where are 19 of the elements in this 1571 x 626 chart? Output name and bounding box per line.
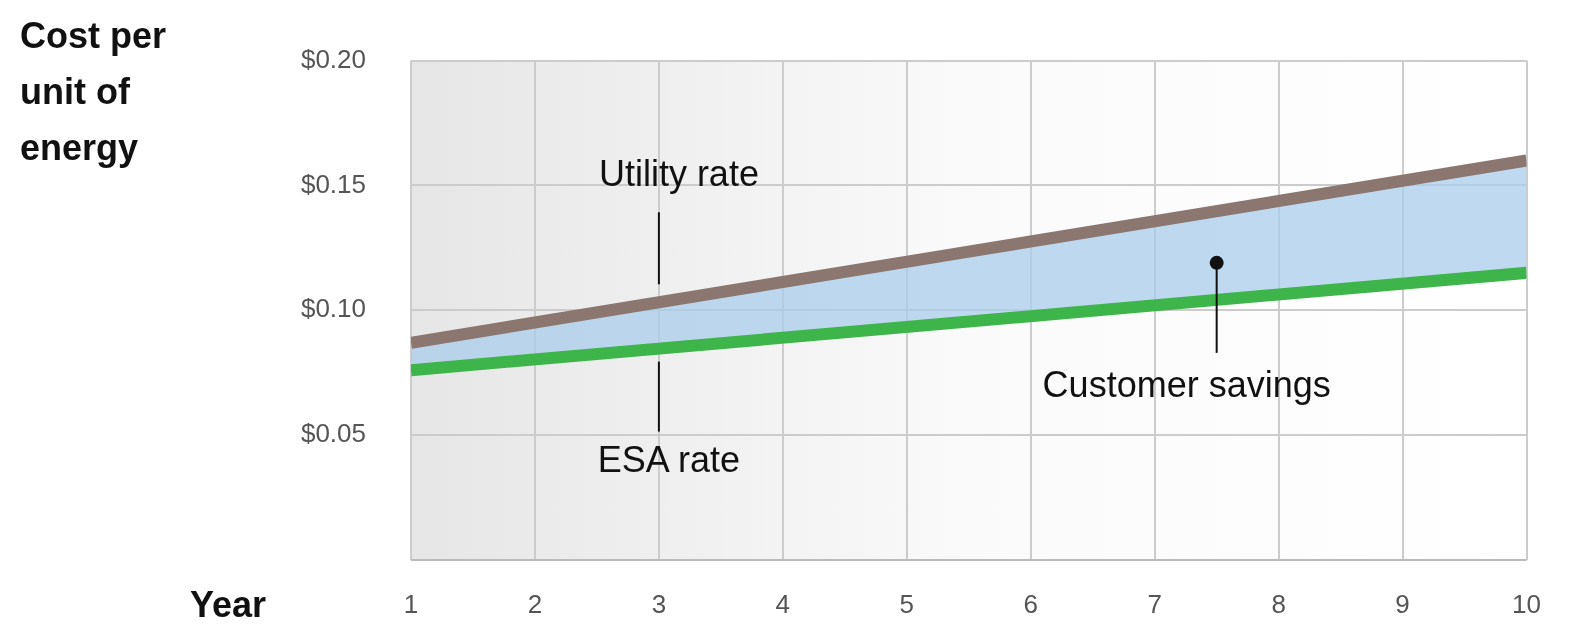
y-axis-title: Cost per unit of energy [20, 14, 168, 170]
text: Utility rate [598, 153, 759, 195]
x-axis-title: Year [190, 584, 267, 626]
annotation: Customer savings [1042, 363, 1331, 405]
x-tick-label: 3 [651, 588, 667, 619]
x-tick-label: 7 [1147, 588, 1162, 619]
text: ESA rate [597, 438, 740, 480]
x-tick-label: 6 [1023, 588, 1038, 619]
y-tick-label: $0.05 [300, 418, 366, 449]
y-tick-label: $0.20 [300, 43, 366, 74]
x-tick-label: 2 [527, 588, 543, 619]
y-tick-label: $0.10 [300, 293, 366, 324]
x-tick-label: 9 [1395, 588, 1410, 619]
x-tick-label: 8 [1271, 588, 1286, 619]
x-tick-label: 10 [1512, 588, 1541, 619]
x-tick-label: 5 [899, 588, 915, 619]
x-tick-label: 4 [775, 588, 791, 619]
x-tick-label: 1 [403, 588, 419, 619]
y-tick-label: $0.15 [300, 168, 366, 199]
